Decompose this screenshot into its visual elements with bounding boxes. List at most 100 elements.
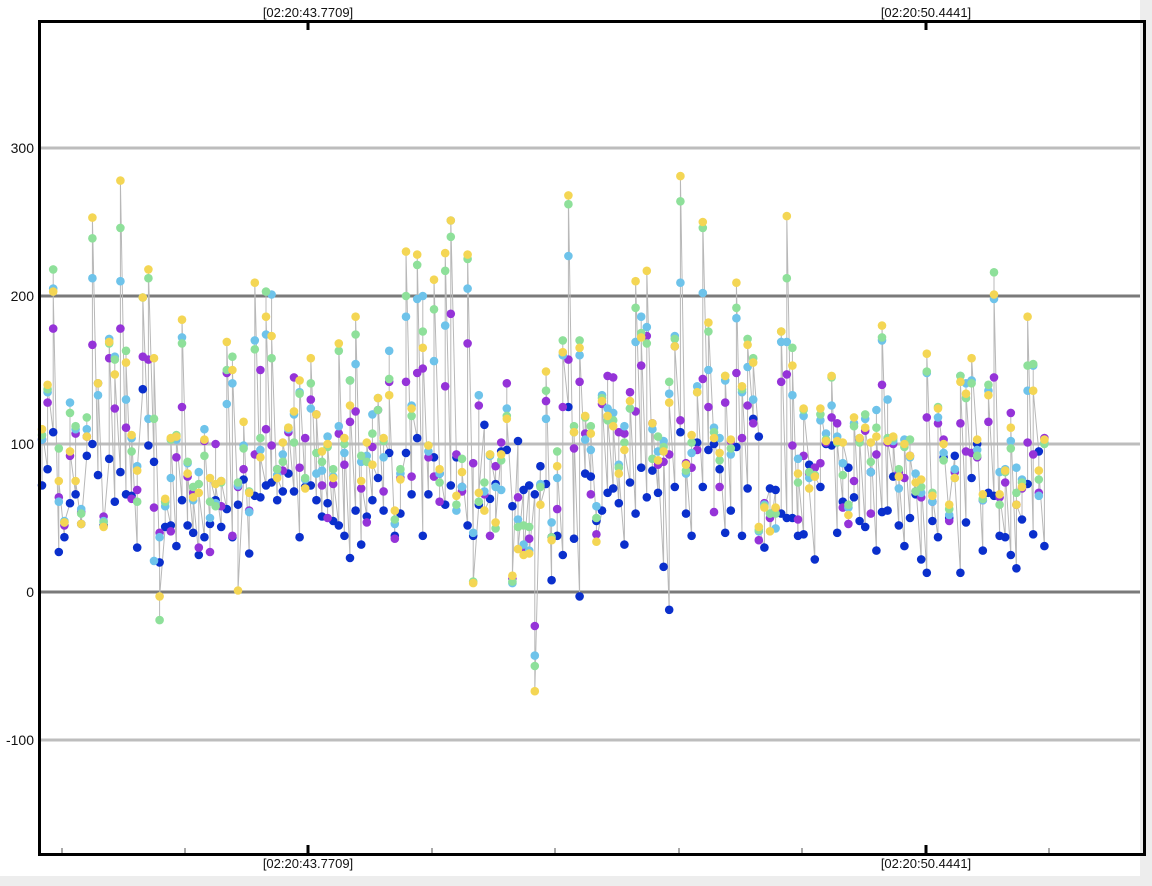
y-axis-labels: 300 200 100 0 -100 xyxy=(6,140,34,748)
data-point xyxy=(956,377,965,387)
data-point xyxy=(401,312,411,322)
data-point xyxy=(732,368,741,378)
data-point xyxy=(855,433,864,443)
data-point xyxy=(933,419,943,428)
window-strip-bottom xyxy=(0,876,1152,886)
data-point xyxy=(177,495,187,505)
data-point xyxy=(536,500,545,510)
data-point xyxy=(816,482,825,492)
data-point xyxy=(530,621,540,631)
data-point xyxy=(978,546,988,555)
data-point xyxy=(816,410,825,419)
data-point xyxy=(1012,500,1021,510)
data-point xyxy=(239,444,248,453)
data-point xyxy=(166,473,176,483)
data-point xyxy=(110,355,120,364)
data-point xyxy=(76,509,86,518)
data-point xyxy=(474,390,484,400)
data-point xyxy=(306,379,316,388)
data-point xyxy=(625,396,635,406)
data-point xyxy=(838,438,848,447)
data-point xyxy=(250,278,260,288)
data-point xyxy=(356,540,366,549)
data-point xyxy=(793,469,803,478)
data-point xyxy=(676,278,685,288)
data-point xyxy=(43,398,52,407)
data-point xyxy=(844,519,853,529)
data-point xyxy=(916,555,926,564)
data-point xyxy=(648,424,657,434)
data-point xyxy=(676,416,685,425)
data-point xyxy=(149,414,159,424)
data-point xyxy=(317,466,327,475)
data-point xyxy=(939,439,948,449)
data-point xyxy=(636,361,646,370)
data-point xyxy=(715,456,724,465)
data-point xyxy=(424,447,433,456)
data-point xyxy=(435,497,444,507)
data-point xyxy=(827,401,836,410)
data-point xyxy=(1012,488,1021,498)
data-point xyxy=(894,484,904,493)
data-point xyxy=(720,398,730,407)
data-point xyxy=(709,433,719,443)
data-point xyxy=(368,495,377,505)
data-point xyxy=(200,435,209,444)
data-point xyxy=(720,528,730,538)
data-point xyxy=(1040,435,1049,444)
data-point xyxy=(866,509,876,518)
data-point xyxy=(188,528,198,538)
data-point xyxy=(631,303,640,313)
data-point xyxy=(1012,564,1021,573)
data-point xyxy=(228,531,237,541)
data-point xyxy=(1006,436,1016,446)
data-point xyxy=(412,260,422,270)
data-point xyxy=(149,503,159,512)
data-point xyxy=(205,519,215,529)
data-point xyxy=(205,473,215,483)
data-point xyxy=(636,463,646,473)
data-point xyxy=(928,516,937,526)
gridlines xyxy=(40,146,1140,742)
data-point xyxy=(743,340,752,350)
data-point xyxy=(261,312,271,322)
data-point xyxy=(989,373,999,382)
time-label-top: [02:20:43.7709] xyxy=(263,5,353,20)
data-point xyxy=(65,447,75,456)
data-point xyxy=(65,498,75,508)
data-point xyxy=(900,439,909,449)
data-point xyxy=(289,487,299,496)
data-point xyxy=(345,553,355,563)
data-point xyxy=(564,191,573,200)
data-point xyxy=(866,457,876,467)
data-point xyxy=(1000,466,1010,475)
data-point xyxy=(121,423,131,433)
data-point xyxy=(552,461,562,471)
data-point xyxy=(144,441,153,450)
data-point xyxy=(340,531,349,541)
data-point xyxy=(642,322,652,332)
data-point xyxy=(989,268,999,277)
data-point xyxy=(390,534,400,543)
data-point xyxy=(132,497,142,507)
data-point xyxy=(894,472,904,481)
data-point xyxy=(642,266,652,276)
data-point xyxy=(121,358,131,367)
data-point xyxy=(804,484,814,493)
data-point xyxy=(295,463,304,473)
data-point xyxy=(849,493,859,502)
data-point xyxy=(620,438,629,447)
data-point xyxy=(429,275,439,285)
data-point xyxy=(995,500,1004,510)
data-point xyxy=(328,473,338,483)
data-point xyxy=(586,445,596,455)
data-point xyxy=(676,197,685,206)
data-point xyxy=(1006,444,1016,453)
data-point xyxy=(961,518,971,527)
data-point xyxy=(317,457,327,467)
data-point xyxy=(194,543,204,552)
data-point xyxy=(261,287,271,296)
data-point xyxy=(172,453,181,462)
data-point xyxy=(569,534,579,543)
